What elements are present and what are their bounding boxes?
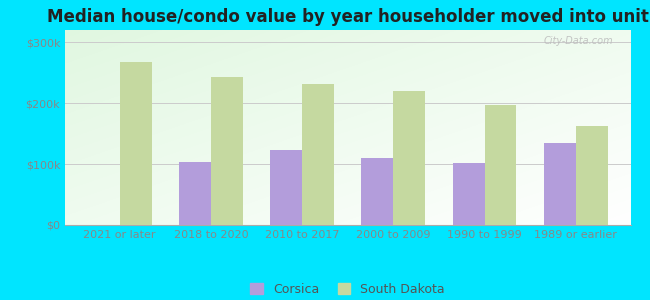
Bar — [120, 62, 151, 225]
Bar — [179, 162, 211, 225]
Bar — [302, 84, 334, 225]
Bar — [576, 126, 608, 225]
Bar — [544, 143, 576, 225]
Bar — [484, 105, 517, 225]
Title: Median house/condo value by year householder moved into unit: Median house/condo value by year househo… — [47, 8, 649, 26]
Bar — [270, 150, 302, 225]
Bar — [211, 77, 243, 225]
Bar — [361, 158, 393, 225]
Bar — [452, 163, 484, 225]
Legend: Corsica, South Dakota: Corsica, South Dakota — [246, 278, 450, 300]
Bar — [393, 91, 425, 225]
Text: City-Data.com: City-Data.com — [544, 36, 614, 46]
